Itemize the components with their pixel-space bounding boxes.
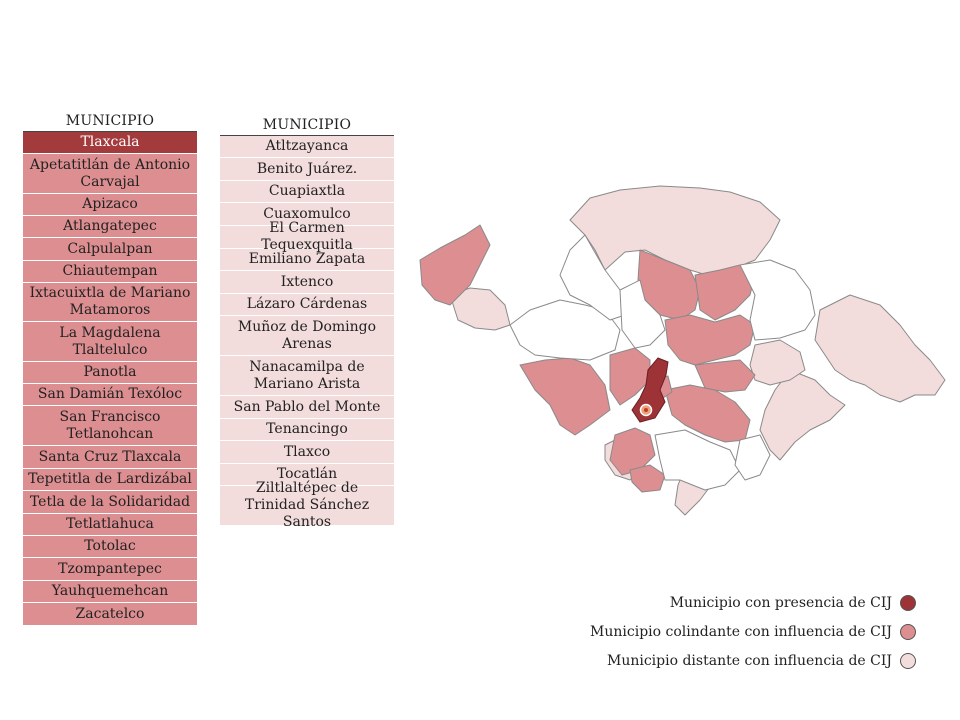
map-region-panotla (609, 347, 651, 406)
map-region-tetlatlahuca (609, 427, 656, 476)
table-right-row: Lázaro Cárdenas (220, 294, 394, 316)
table-left-row: Santa Cruz Tlaxcala (23, 446, 197, 469)
table-right-header: MUNICIPIO (220, 116, 394, 136)
map-region-zacatelco (629, 464, 666, 493)
table-right-row: Emiliano Zapata (220, 249, 394, 271)
tlaxcala-map (419, 185, 946, 516)
table-left-row: Zacatelco (23, 603, 197, 626)
table-left-row: Tetlatlahuca (23, 514, 197, 536)
table-right-row: Tenancingo (220, 419, 394, 441)
table-right-row: Ziltlaltépec de Trinidad Sánchez Santos (220, 480, 394, 530)
table-left-row: Tlaxcala (23, 132, 197, 154)
table-left-row: Tepetitla de Lardizábal (23, 469, 197, 491)
table-left-header: MUNICIPIO (23, 112, 197, 132)
table-left-row: Panotla (23, 362, 197, 384)
table-left-row: San Francisco Tetlanohcan (23, 406, 197, 446)
table-left-row: Atlangatepec (23, 216, 197, 238)
legend-label-presence: Municipio con presencia de CIJ (669, 595, 892, 611)
map-region-tetla (694, 264, 756, 321)
municipality-table-left: MUNICIPIO Tlaxcala Apetatitlán de Antonio… (23, 112, 197, 626)
cij-location-marker-center (644, 408, 648, 412)
map-region-tzompantepec (694, 359, 756, 393)
table-right-row: San Pablo del Monte (220, 396, 394, 419)
table-right-row: Tocatlán (220, 464, 394, 486)
table-right-row: Cuaxomulco (220, 203, 394, 226)
legend-label-distant: Municipio distante con influencia de CIJ (606, 653, 892, 669)
map-region-tlaxcala (631, 357, 669, 423)
map-region-east-2 (759, 369, 846, 461)
legend-swatch-distant (900, 653, 916, 669)
table-left-row: Totolac (23, 536, 197, 558)
map-region-apizaco (664, 314, 756, 366)
map-region-east (814, 294, 946, 403)
map-region-calpulalpan (419, 224, 491, 306)
legend-swatch-adjacent (900, 624, 916, 640)
table-left-row: Ixtacuixtla de Mariano Matamoros (23, 283, 197, 322)
table-right-row: Atltzayanca (220, 136, 394, 158)
map-region-tlaxco (569, 185, 781, 277)
table-right-rows: Atltzayanca Benito Juárez. Cuapiaxtla Cuaxo… (220, 136, 394, 530)
map-legend: Municipio con presencia de CIJ Municipio… (516, 590, 916, 677)
legend-item-adjacent: Municipio colindante con influencia de C… (516, 619, 916, 645)
table-right-row: Cuapiaxtla (220, 181, 394, 203)
table-left-row: La Magdalena Tlaltelulco (23, 322, 197, 362)
table-right-row: Tlaxco (220, 441, 394, 464)
map-region-ixtacuixtla (519, 357, 611, 436)
map-region-huamantla (749, 339, 806, 386)
legend-item-presence: Municipio con presencia de CIJ (516, 590, 916, 616)
table-right-row: Muñoz de Domingo Arenas (220, 316, 394, 356)
table-left-row: Chiautempan (23, 261, 197, 283)
table-left-row: Tetla de la Solidaridad (23, 491, 197, 514)
table-left-row: Apizaco (23, 194, 197, 216)
table-right-row: Benito Juárez. (220, 158, 394, 181)
table-right-row: El Carmen Tequexquitla (220, 220, 394, 253)
map-region-mid-blank (619, 279, 666, 349)
legend-swatch-presence (900, 595, 916, 611)
table-left-row: Apetatitlán de Antonio Carvajal (23, 154, 197, 194)
table-left-row: Calpulalpan (23, 238, 197, 261)
municipality-table-right: MUNICIPIO Atltzayanca Benito Juárez. Cuapi… (220, 116, 394, 530)
table-right-row: Nanacamilpa de Mariano Arista (220, 356, 394, 396)
table-right-row: Ixtenco (220, 271, 394, 294)
legend-item-distant: Municipio distante con influencia de CIJ (516, 648, 916, 674)
table-left-row: Tzompantepec (23, 558, 197, 581)
map-region-east-blank (739, 259, 816, 341)
table-left-row: Yauhquemehcan (23, 581, 197, 603)
legend-label-adjacent: Municipio colindante con influencia de C… (590, 624, 892, 640)
map-region-north-blank (559, 234, 626, 321)
map-region-west-blank (509, 299, 621, 361)
table-left-rows: Tlaxcala Apetatitlán de Antonio Carvajal A… (23, 132, 197, 626)
map-region-southeast-blank (734, 434, 771, 481)
table-left-row: San Damián Texóloc (23, 384, 197, 406)
map-region-south-blank (654, 429, 741, 491)
